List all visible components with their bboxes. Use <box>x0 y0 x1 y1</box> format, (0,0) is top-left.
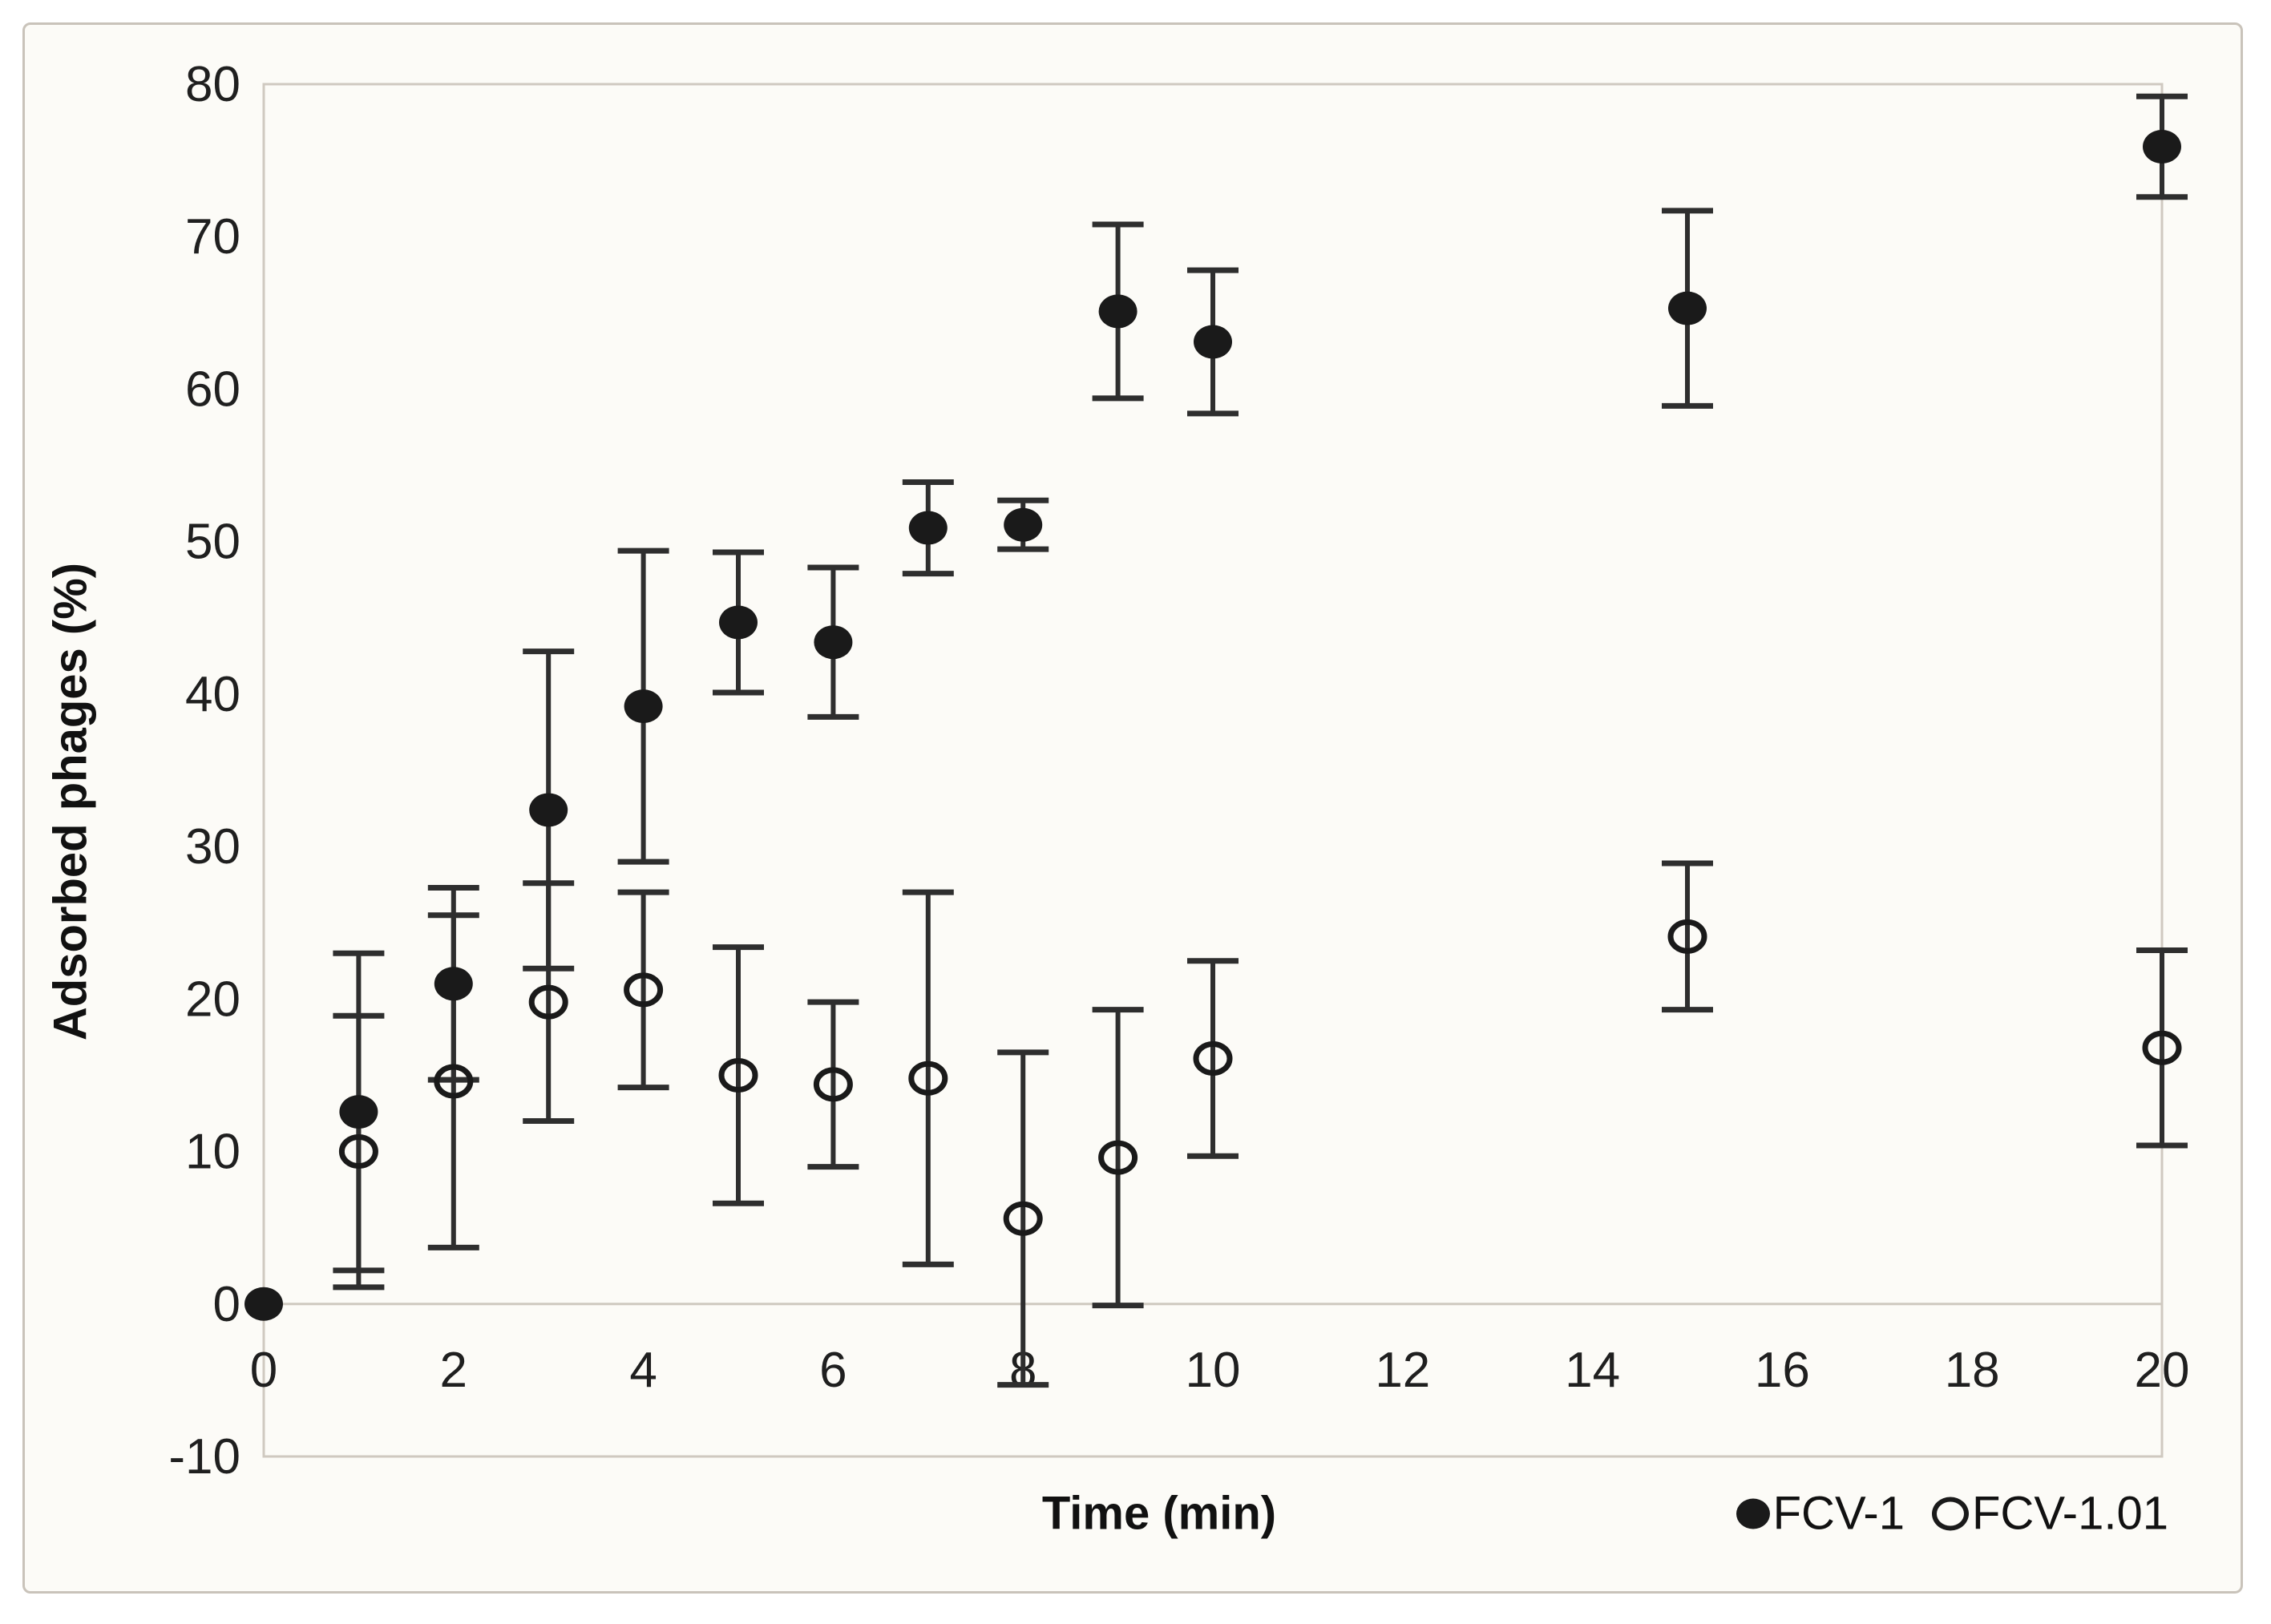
data-point-fcv1 <box>719 605 758 640</box>
plot-frame <box>262 83 2164 1458</box>
x-tick-label: 12 <box>1375 1343 1430 1398</box>
data-point-fcv101 <box>1003 1201 1043 1236</box>
data-point-fcv101 <box>1193 1041 1233 1077</box>
data-point-fcv101 <box>624 972 664 1008</box>
data-point-fcv101 <box>1667 919 1707 954</box>
x-tick-label: 14 <box>1565 1343 1620 1398</box>
x-tick-label: 4 <box>629 1343 657 1398</box>
x-tick-label: 18 <box>1945 1343 2000 1398</box>
y-tick-label: 40 <box>185 667 240 722</box>
y-tick-label: -10 <box>168 1429 240 1485</box>
data-point-fcv1 <box>339 1095 378 1129</box>
data-point-fcv1 <box>1098 294 1138 329</box>
x-tick-label: 16 <box>1755 1343 1810 1398</box>
data-point-fcv101 <box>2142 1030 2182 1065</box>
data-point-fcv1 <box>814 625 853 660</box>
x-tick-label: 2 <box>440 1343 467 1398</box>
y-tick-label: 0 <box>213 1277 240 1332</box>
data-point-fcv1 <box>2143 129 2181 164</box>
x-tick-label: 6 <box>819 1343 847 1398</box>
legend-item-fcv101: FCV-1.01 <box>1932 1487 2168 1541</box>
y-tick-label: 20 <box>185 972 240 1027</box>
y-tick-label: 70 <box>185 209 240 265</box>
data-point-fcv101 <box>908 1060 948 1096</box>
x-tick-label: 0 <box>250 1343 277 1398</box>
legend-item-fcv1: FCV-1 <box>1736 1487 1905 1541</box>
data-point-fcv1 <box>1668 291 1707 325</box>
data-point-fcv1 <box>1194 325 1232 359</box>
data-point-fcv1 <box>908 511 948 545</box>
legend: FCV-1 FCV-1.01 <box>1736 1487 2168 1541</box>
y-tick-label: 80 <box>185 57 240 112</box>
x-tick-label: 20 <box>2135 1343 2190 1398</box>
data-point-fcv101 <box>434 1064 474 1099</box>
data-point-fcv1 <box>244 1287 283 1321</box>
y-axis-title: Adsorbed phages (%) <box>44 562 97 1041</box>
y-tick-label: 30 <box>185 819 240 875</box>
filled-circle-icon <box>1736 1498 1770 1529</box>
legend-label-fcv1: FCV-1 <box>1772 1487 1905 1540</box>
data-point-fcv1 <box>624 689 663 724</box>
figure-background <box>22 22 2243 1594</box>
x-axis-title: Time (min) <box>1041 1487 1277 1540</box>
y-tick-label: 50 <box>185 515 240 570</box>
legend-label-fcv101: FCV-1.01 <box>1972 1487 2168 1540</box>
x-tick-label: 10 <box>1186 1343 1241 1398</box>
data-point-fcv101 <box>338 1134 378 1170</box>
data-point-fcv101 <box>528 984 568 1020</box>
data-point-fcv1 <box>434 967 473 1001</box>
data-point-fcv1 <box>529 793 568 827</box>
data-point-fcv101 <box>813 1067 853 1102</box>
data-point-fcv101 <box>718 1057 758 1093</box>
data-point-fcv1 <box>1004 507 1043 542</box>
open-circle-icon <box>1932 1497 1969 1530</box>
data-point-fcv101 <box>1098 1140 1138 1175</box>
y-tick-label: 60 <box>185 362 240 417</box>
y-tick-label: 10 <box>185 1125 240 1180</box>
